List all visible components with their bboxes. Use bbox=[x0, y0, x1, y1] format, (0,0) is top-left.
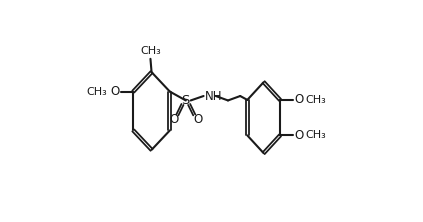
Text: CH₃: CH₃ bbox=[86, 87, 107, 97]
Text: O: O bbox=[169, 113, 178, 126]
Text: O: O bbox=[111, 85, 120, 98]
Text: S: S bbox=[181, 94, 190, 107]
Text: NH: NH bbox=[205, 89, 222, 103]
Text: CH₃: CH₃ bbox=[305, 95, 326, 105]
Text: CH₃: CH₃ bbox=[305, 130, 326, 141]
Text: O: O bbox=[193, 113, 203, 126]
Text: O: O bbox=[294, 129, 304, 142]
Text: CH₃: CH₃ bbox=[140, 46, 161, 56]
Text: O: O bbox=[294, 93, 304, 106]
